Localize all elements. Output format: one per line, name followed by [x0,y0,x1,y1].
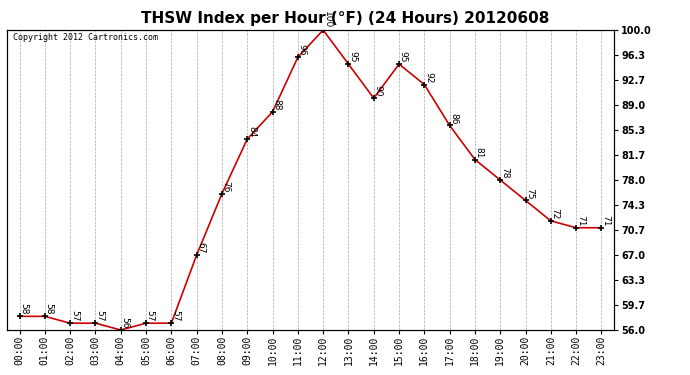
Text: 95: 95 [399,51,408,63]
Text: 58: 58 [45,303,54,315]
Text: 92: 92 [424,72,433,83]
Text: 76: 76 [221,181,230,192]
Text: 96: 96 [297,44,306,56]
Text: 100: 100 [323,11,332,28]
Text: THSW Index per Hour (°F) (24 Hours) 20120608: THSW Index per Hour (°F) (24 Hours) 2012… [141,11,549,26]
Text: 71: 71 [601,215,610,226]
Text: 71: 71 [576,215,585,226]
Text: 81: 81 [475,147,484,158]
Text: 72: 72 [551,208,560,219]
Text: 84: 84 [247,126,256,138]
Text: 57: 57 [171,310,180,322]
Text: 95: 95 [348,51,357,63]
Text: 57: 57 [70,310,79,322]
Text: 57: 57 [146,310,155,322]
Text: 78: 78 [500,167,509,178]
Text: 75: 75 [525,188,534,199]
Text: 56: 56 [121,317,130,328]
Text: 58: 58 [19,303,28,315]
Text: 86: 86 [449,112,458,124]
Text: 57: 57 [95,310,104,322]
Text: 90: 90 [373,85,382,97]
Text: 88: 88 [273,99,282,110]
Text: 67: 67 [197,242,206,254]
Text: Copyright 2012 Cartronics.com: Copyright 2012 Cartronics.com [13,33,158,42]
